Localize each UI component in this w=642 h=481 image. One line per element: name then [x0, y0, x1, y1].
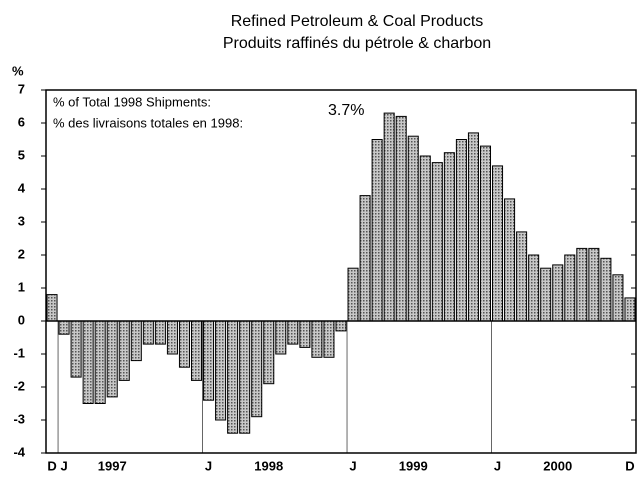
- bar: [624, 297, 636, 322]
- x-tick-label: J: [494, 458, 501, 473]
- x-tick-label: D: [47, 458, 56, 473]
- bar: [58, 320, 70, 335]
- bar: [371, 139, 383, 322]
- bar: [492, 165, 504, 322]
- bar: [443, 152, 455, 322]
- y-tick-label: -1: [13, 345, 25, 360]
- bar: [311, 320, 323, 358]
- bar: [263, 320, 275, 385]
- bar: [190, 320, 203, 381]
- bar: [359, 195, 371, 322]
- chart-title: Refined Petroleum & Coal Products: [231, 13, 484, 30]
- bar: [299, 320, 311, 348]
- bar: [528, 254, 540, 322]
- bar: [383, 112, 395, 322]
- y-tick-label: -4: [13, 444, 25, 459]
- bar: [70, 320, 82, 378]
- bar: [467, 132, 479, 322]
- y-axis-label: %: [12, 63, 24, 78]
- bar: [323, 320, 335, 358]
- bar: [154, 320, 166, 345]
- bar: [395, 115, 407, 322]
- bar: [178, 320, 190, 368]
- bar: [215, 320, 227, 421]
- y-tick-label: 4: [18, 180, 26, 195]
- bar: [455, 139, 467, 322]
- bar: [516, 231, 528, 322]
- bar: [540, 267, 552, 322]
- bar: [335, 320, 347, 332]
- y-tick-label: -3: [13, 411, 25, 426]
- bar: [203, 320, 215, 401]
- y-tick-label: -2: [13, 378, 25, 393]
- bar: [504, 198, 516, 322]
- annotation: % of Total 1998 Shipments:: [53, 94, 211, 109]
- annotation: % des livraisons totales en 1998:: [53, 115, 243, 130]
- y-tick-label: 7: [18, 81, 25, 96]
- x-tick-label: J: [349, 458, 356, 473]
- bar: [251, 320, 263, 418]
- bar: [275, 320, 287, 355]
- bar: [130, 320, 142, 362]
- bar: [612, 274, 624, 322]
- x-tick-label: 2000: [543, 458, 572, 473]
- bar: [600, 257, 612, 322]
- bar: [94, 320, 106, 404]
- x-tick-label: J: [60, 458, 67, 473]
- bar: [287, 320, 299, 345]
- bar: [419, 155, 431, 322]
- x-tick-label: 1999: [399, 458, 428, 473]
- x-tick-label: D: [625, 458, 634, 473]
- annotation-value: 3.7%: [328, 102, 364, 119]
- y-tick-label: 2: [18, 246, 25, 261]
- x-tick-label: 1997: [98, 458, 127, 473]
- bar: [227, 320, 239, 434]
- y-tick-label: 0: [18, 312, 25, 327]
- bar: [576, 247, 588, 322]
- y-tick-label: 5: [18, 147, 25, 162]
- bar: [46, 294, 58, 322]
- bar: [431, 162, 443, 322]
- plot-frame: [45, 89, 637, 454]
- y-tick-label: 6: [18, 114, 25, 129]
- bar: [564, 254, 576, 322]
- x-tick-label: 1998: [254, 458, 283, 473]
- bar: [142, 320, 154, 345]
- bar: [118, 320, 130, 381]
- bar: [82, 320, 94, 404]
- chart-subtitle: Produits raffinés du pétrole & charbon: [223, 35, 491, 52]
- bar: [106, 320, 118, 398]
- bar: [166, 320, 178, 355]
- bar: [407, 135, 419, 322]
- x-tick-label: J: [205, 458, 212, 473]
- y-tick-label: 3: [18, 213, 25, 228]
- bar: [239, 320, 251, 434]
- y-tick-label: 1: [18, 279, 25, 294]
- bar: [588, 247, 600, 322]
- bar: [479, 145, 492, 322]
- bar: [347, 267, 359, 322]
- bar: [552, 264, 564, 322]
